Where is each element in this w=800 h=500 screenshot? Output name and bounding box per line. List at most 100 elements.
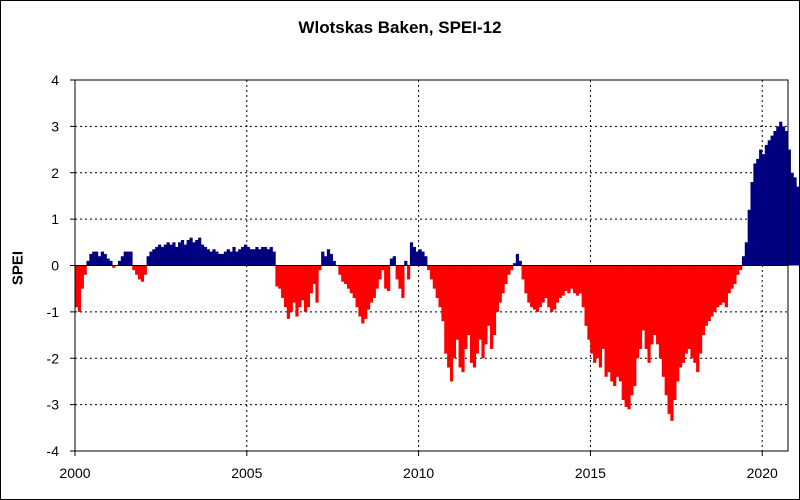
spei-bar: [346, 265, 351, 289]
spei-bar: [518, 260, 522, 266]
spei-bar: [232, 246, 236, 266]
spei-bar: [312, 265, 316, 285]
spei-bar: [667, 265, 671, 414]
spei-bar: [324, 256, 328, 266]
spei-bar: [295, 265, 299, 317]
spei-bar: [80, 265, 84, 289]
spei-bar: [601, 265, 605, 349]
spei-bar: [432, 265, 436, 289]
spei-bar: [787, 149, 791, 266]
spei-bar: [92, 251, 96, 266]
spei-bar: [398, 265, 402, 289]
x-tick-label: 2015: [575, 465, 606, 481]
spei-bar: [644, 265, 648, 349]
y-tick-label: 4: [51, 72, 59, 88]
spei-bar: [564, 265, 568, 292]
spei-bar: [452, 265, 457, 359]
spei-bar: [790, 172, 794, 266]
spei-bar: [281, 265, 285, 298]
spei-bar: [447, 265, 451, 368]
x-tick-label: 2010: [403, 465, 434, 481]
spei-bar: [412, 246, 416, 266]
spei-bar: [673, 265, 677, 400]
spei-bar: [283, 265, 288, 308]
spei-bar: [341, 265, 345, 282]
spei-bar: [258, 249, 262, 266]
spei-bar: [610, 265, 614, 382]
spei-bar: [303, 265, 308, 312]
spei-bar: [146, 256, 150, 266]
spei-bar: [344, 265, 348, 285]
y-tick-label: 0: [51, 258, 59, 274]
spei-bar: [512, 263, 517, 266]
spei-bar: [693, 265, 697, 363]
spei-bar: [369, 265, 374, 303]
spei-bar: [475, 265, 479, 354]
spei-bar: [329, 253, 333, 266]
spei-bar: [759, 149, 763, 266]
spei-bar: [252, 249, 256, 266]
spei-bar: [189, 237, 193, 266]
spei-bar: [487, 265, 491, 326]
spei-bar: [504, 265, 508, 285]
spei-bar: [544, 265, 548, 298]
spei-bar: [716, 265, 720, 308]
spei-bar: [278, 265, 282, 289]
spei-bar: [558, 265, 562, 298]
spei-bar: [272, 251, 276, 266]
spei-bar: [501, 265, 505, 294]
spei-bar: [238, 249, 242, 266]
y-tick-label: -3: [47, 397, 60, 413]
spei-bar: [472, 265, 477, 368]
spei-bar: [309, 265, 313, 294]
spei-bar: [255, 246, 259, 266]
y-tick-label: -1: [47, 304, 60, 320]
spei-bar: [241, 246, 245, 266]
spei-bar: [521, 265, 525, 280]
spei-bar: [698, 265, 703, 354]
spei-bar: [301, 265, 305, 301]
spei-bar: [215, 251, 219, 266]
y-tick-label: 2: [51, 165, 59, 181]
spei-bar: [773, 131, 777, 266]
spei-bar: [435, 265, 439, 298]
spei-bar: [158, 244, 162, 266]
spei-bar: [756, 158, 760, 266]
spei-bar: [670, 265, 674, 421]
spei-bar: [427, 265, 431, 271]
spei-bar: [226, 249, 230, 266]
y-tick-label: -4: [47, 443, 60, 459]
spei-bar: [198, 237, 202, 266]
spei-bar: [169, 244, 173, 266]
spei-bar: [713, 265, 717, 312]
spei-bar: [366, 265, 371, 310]
spei-bar: [160, 246, 165, 266]
spei-bar: [741, 256, 746, 266]
spei-bar: [421, 251, 425, 266]
spei-bar: [306, 265, 311, 308]
spei-bar: [223, 251, 228, 266]
spei-bar: [126, 251, 130, 266]
spei-bar: [218, 253, 222, 266]
spei-bar: [570, 265, 574, 289]
spei-bar: [449, 265, 454, 382]
spei-bar: [140, 265, 145, 282]
spei-bar: [120, 256, 125, 266]
x-tick-label: 2020: [747, 465, 778, 481]
spei-bar: [338, 265, 342, 275]
spei-bar: [638, 265, 643, 349]
spei-bar: [647, 265, 651, 363]
spei-bar: [524, 265, 528, 294]
spei-bar: [530, 265, 534, 308]
spei-bar: [269, 246, 273, 266]
spei-bar: [656, 265, 660, 345]
spei-bar: [172, 242, 176, 266]
spei-bar: [132, 265, 136, 271]
spei-bar: [604, 265, 608, 377]
spei-bar: [386, 265, 391, 292]
spei-bar: [286, 265, 291, 319]
spei-bar: [507, 265, 511, 275]
spei-bar: [744, 242, 748, 266]
spei-bar: [615, 265, 620, 377]
